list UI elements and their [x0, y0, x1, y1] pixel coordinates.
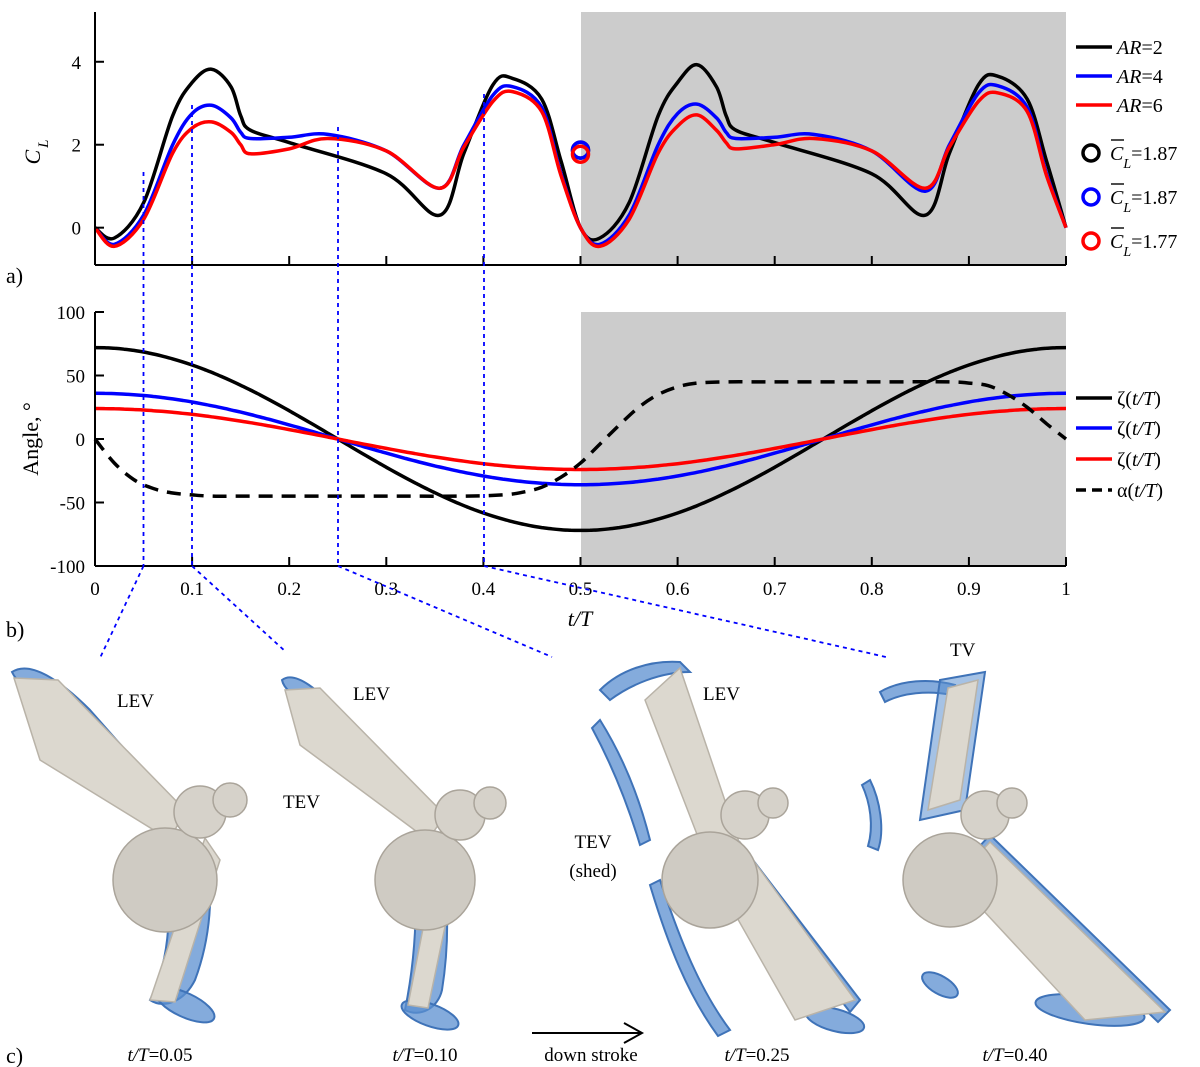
svg-text:ζ(t/T): ζ(t/T) — [1117, 388, 1161, 410]
svg-text:AR=2: AR=2 — [1115, 37, 1163, 59]
insect-thorax — [112, 827, 218, 933]
series-line-zeta-2 — [94, 406, 1067, 472]
panel-label-a: a) — [6, 263, 23, 288]
legend-item-zeta-black: ζ(t/T) — [1076, 388, 1161, 410]
svg-text:AR=6: AR=6 — [1115, 95, 1163, 117]
y-axis-label-a: CL — [20, 139, 52, 164]
svg-text:TEV: TEV — [283, 792, 320, 813]
guide-diag-005 — [99, 565, 145, 659]
series-line-zeta-1 — [94, 391, 1067, 487]
x-tick-label: 0.7 — [763, 579, 787, 600]
y-tick-label-b: 0 — [76, 430, 86, 451]
x-tick-label: 0.6 — [666, 579, 690, 600]
series-line-ar-6 — [93, 89, 1068, 249]
legend-item-ar4: AR=4 — [1076, 66, 1163, 88]
time-label-040: t/T=0.40 — [982, 1045, 1047, 1066]
svg-text:TEV: TEV — [575, 832, 612, 853]
mean-markers — [570, 140, 591, 165]
panel-a: 0 2 4 CL a) — [6, 12, 1068, 288]
downstroke-arrow: down stroke — [532, 1022, 645, 1066]
panel-b: 0 0.1 0.2 0.3 0.4 0.5 0.6 0.7 0.8 0.9 1 -100 -50 0 50 1… — [6, 303, 1071, 642]
svg-text:LEV: LEV — [117, 691, 154, 712]
legend-item-mean-blue: CL=1.87 — [1081, 183, 1177, 216]
legend-item-alpha: α(t/T) — [1076, 480, 1163, 502]
legend-item-ar2: AR=2 — [1076, 37, 1163, 59]
guide-diag-010 — [191, 565, 287, 653]
svg-text:ζ(t/T): ζ(t/T) — [1117, 449, 1161, 471]
x-tick-label: 0 — [90, 579, 100, 600]
svg-text:α(t/T): α(t/T) — [1117, 480, 1163, 502]
panel-label-b: b) — [6, 617, 24, 642]
series-group-b — [93, 345, 1068, 533]
y-axis-label-b: Angle, ° — [18, 402, 43, 476]
svg-text:ζ(t/T): ζ(t/T) — [1117, 418, 1161, 440]
x-axis-label-b: t/T — [568, 606, 594, 631]
snapshot-040: TV t/T=0.40 — [860, 640, 1172, 1066]
legend-item-ar6: AR=6 — [1076, 95, 1163, 117]
guide-lines — [99, 94, 887, 659]
legend-item-zeta-blue: ζ(t/T) — [1076, 418, 1161, 440]
cl-label-sub: L — [36, 139, 52, 148]
series-line-zeta-0 — [94, 345, 1067, 533]
y-tick-label-b: 100 — [57, 303, 86, 324]
guide-diag-025 — [337, 565, 553, 658]
svg-text:(shed): (shed) — [569, 861, 616, 882]
cl-label: C — [20, 150, 45, 165]
time-label-005: t/T=0.05 — [127, 1045, 192, 1066]
svg-text:CL=1.87: CL=1.87 — [1110, 143, 1177, 172]
series-group-a — [93, 62, 1068, 249]
y-tick-label-a: 2 — [72, 136, 82, 157]
x-tick-label: 0.8 — [860, 579, 884, 600]
mean-marker-2 — [570, 144, 591, 165]
series-line-alpha — [93, 380, 1068, 498]
panel-label-c: c) — [6, 1043, 23, 1067]
y-tick-label-b: -50 — [60, 494, 85, 515]
svg-text:CL: CL — [20, 139, 52, 164]
legend-b: ζ(t/T) ζ(t/T) ζ(t/T) α(t/T) — [1076, 388, 1163, 502]
time-label-025: t/T=0.25 — [724, 1045, 789, 1066]
svg-text:LEV: LEV — [703, 684, 740, 705]
svg-text:TV: TV — [950, 640, 976, 661]
y-tick-label-b: -100 — [50, 557, 85, 578]
time-label-010: t/T=0.10 — [392, 1045, 457, 1066]
svg-text:CL=1.87: CL=1.87 — [1110, 187, 1177, 216]
downstroke-label: down stroke — [544, 1045, 637, 1066]
x-tick-label: 0.9 — [957, 579, 981, 600]
y-tick-label-b: 50 — [66, 367, 85, 388]
x-tick-label: 0.5 — [569, 579, 593, 600]
snapshot-005: LEV t/T=0.05 — [10, 667, 248, 1066]
snapshot-025: LEV TEV (shed) t/T=0.25 — [569, 660, 866, 1066]
legend-item-mean-black: CL=1.87 — [1081, 139, 1177, 172]
x-tick-label: 0.2 — [277, 579, 301, 600]
x-tick-label: 0.4 — [472, 579, 496, 600]
x-tick-label: 0.3 — [374, 579, 398, 600]
svg-text:AR=4: AR=4 — [1115, 66, 1163, 88]
legend-item-mean-red: CL=1.77 — [1081, 227, 1177, 260]
svg-text:LEV: LEV — [353, 684, 390, 705]
wing-upper — [12, 677, 186, 842]
ticks-b: 0 0.1 0.2 0.3 0.4 0.5 0.6 0.7 0.8 0.9 1 -100 -50 0 50 1… — [50, 303, 1071, 600]
x-tick-label: 1 — [1061, 579, 1071, 600]
legend-item-zeta-red: ζ(t/T) — [1076, 449, 1161, 471]
svg-text:CL=1.77: CL=1.77 — [1110, 231, 1177, 260]
snapshot-010: LEV TEV t/T=0.10 — [280, 676, 507, 1066]
legend-a: AR=2 AR=4 AR=6 CL=1.87 CL=1.87 CL=1.77 — [1076, 37, 1177, 260]
x-tick-label: 0.1 — [180, 579, 204, 600]
panel-c: LEV t/T=0.05 LEV TEV t/T=0.10 — [6, 640, 1172, 1067]
y-tick-label-a: 0 — [72, 219, 82, 240]
y-tick-label-a: 4 — [72, 53, 82, 74]
